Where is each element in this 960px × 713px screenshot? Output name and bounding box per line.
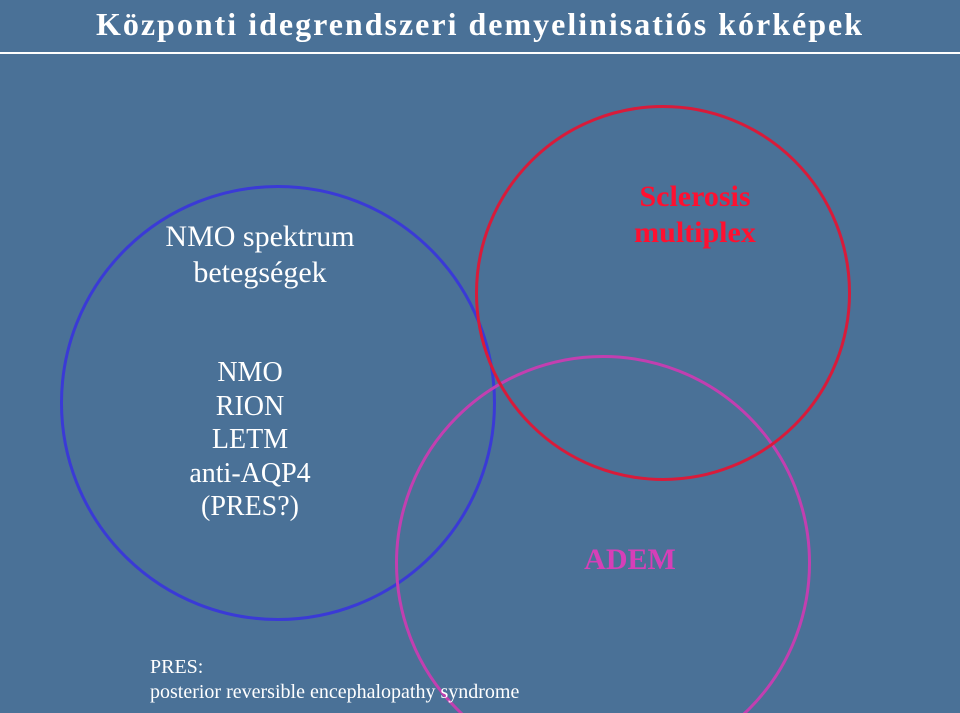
footnote-pres: PRES:posterior reversible encephalopathy…: [150, 655, 519, 705]
page-title: Központi idegrendszeri demyelinisatiós k…: [0, 6, 960, 43]
venn-circle-sm: [475, 105, 851, 481]
label-nmo-list: NMORIONLETManti-AQP4(PRES?): [50, 356, 450, 524]
title-underline: [0, 52, 960, 54]
label-adem: ADEM: [430, 542, 830, 578]
diagram-stage: Központi idegrendszeri demyelinisatiós k…: [0, 0, 960, 713]
label-nmo-heading: NMO spektrumbetegségek: [60, 219, 460, 291]
label-sclerosis-multiplex: Sclerosismultiplex: [495, 179, 895, 251]
